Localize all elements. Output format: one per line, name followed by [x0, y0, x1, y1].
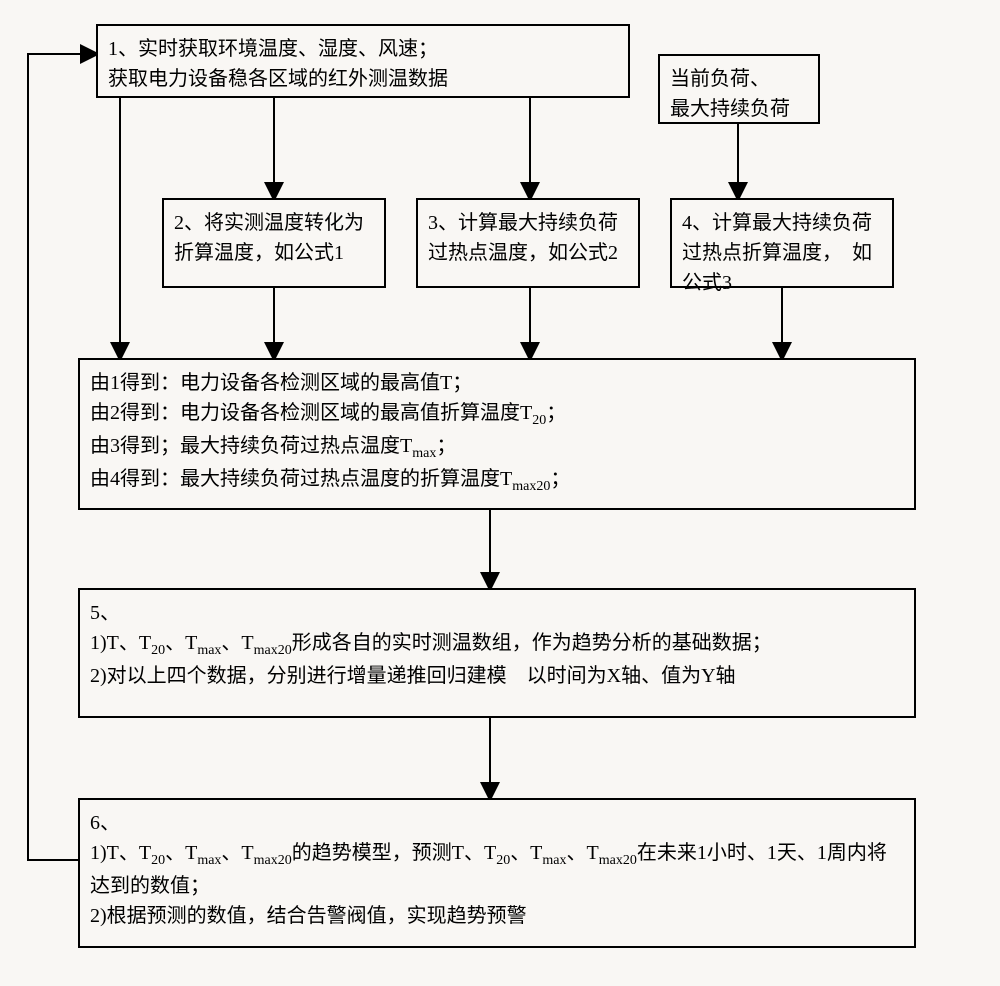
flowchart-node-b3: 3、计算最大持续负荷过热点温度，如公式2 [416, 198, 640, 288]
flowchart-node-b2: 2、将实测温度转化为折算温度，如公式1 [162, 198, 386, 288]
flowchart-node-bDerive: 由1得到：电力设备各检测区域的最高值T；由2得到：电力设备各检测区域的最高值折算… [78, 358, 916, 510]
flowchart-node-bLoad: 当前负荷、最大持续负荷 [658, 54, 820, 124]
flowchart-node-b1: 1、实时获取环境温度、湿度、风速；获取电力设备稳各区域的红外测温数据 [96, 24, 630, 98]
flowchart-node-b4: 4、计算最大持续负荷过热点折算温度， 如公式3 [670, 198, 894, 288]
flowchart-node-b6: 6、1)T、T20、Tmax、Tmax20的趋势模型，预测T、T20、Tmax、… [78, 798, 916, 948]
flowchart-node-b5: 5、1)T、T20、Tmax、Tmax20形成各自的实时测温数组，作为趋势分析的… [78, 588, 916, 718]
